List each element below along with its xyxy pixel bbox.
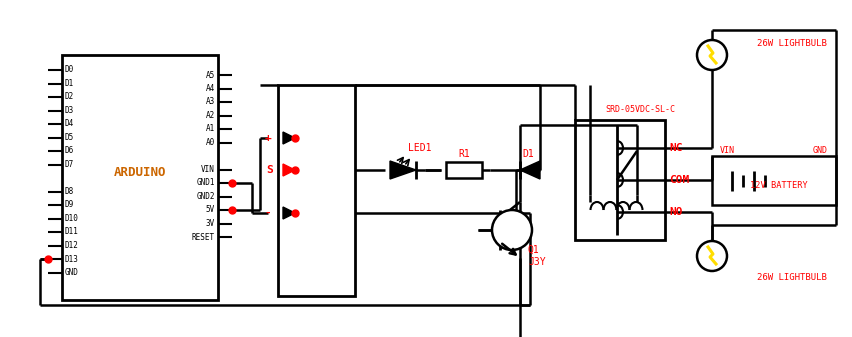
Circle shape <box>696 241 726 271</box>
Bar <box>62 55 218 300</box>
Text: -: - <box>264 208 271 218</box>
Text: D1: D1 <box>521 149 533 159</box>
Text: D9: D9 <box>65 201 74 210</box>
Text: +: + <box>264 133 271 143</box>
Text: A2: A2 <box>205 111 215 120</box>
Text: 5V: 5V <box>205 206 215 214</box>
Text: D12: D12 <box>65 241 78 250</box>
Text: VIN: VIN <box>719 147 734 155</box>
Text: LED1: LED1 <box>407 143 431 153</box>
Text: S: S <box>267 165 273 175</box>
Text: D7: D7 <box>65 160 74 169</box>
Bar <box>711 156 835 205</box>
Text: Q1: Q1 <box>527 245 539 255</box>
Text: SRD-05VDC-SL-C: SRD-05VDC-SL-C <box>604 105 674 115</box>
Text: VIN: VIN <box>201 165 215 174</box>
Text: A3: A3 <box>205 97 215 106</box>
Text: D10: D10 <box>65 214 78 223</box>
Text: D11: D11 <box>65 227 78 237</box>
Text: 26W LIGHTBULB: 26W LIGHTBULB <box>756 38 826 48</box>
Text: ARDUINO: ARDUINO <box>113 166 166 179</box>
Text: GND: GND <box>812 147 827 155</box>
Bar <box>446 162 481 178</box>
Text: 3V: 3V <box>205 219 215 228</box>
Text: R1: R1 <box>458 149 469 159</box>
Bar <box>574 120 665 240</box>
Text: D13: D13 <box>65 254 78 264</box>
Text: D4: D4 <box>65 120 74 128</box>
Text: D0: D0 <box>65 65 74 74</box>
Text: GND1: GND1 <box>196 179 215 187</box>
Polygon shape <box>283 132 295 144</box>
Text: A1: A1 <box>205 124 215 133</box>
Text: D8: D8 <box>65 187 74 196</box>
Text: D1: D1 <box>65 79 74 88</box>
Text: RESET: RESET <box>192 233 215 242</box>
Polygon shape <box>389 161 416 179</box>
Text: NO: NO <box>668 207 682 217</box>
Circle shape <box>492 210 532 250</box>
Circle shape <box>696 40 726 70</box>
Polygon shape <box>283 164 295 176</box>
Polygon shape <box>520 161 539 179</box>
Polygon shape <box>283 207 295 219</box>
Text: A0: A0 <box>205 138 215 147</box>
Text: NC: NC <box>668 143 682 153</box>
Bar <box>278 85 354 296</box>
Text: D6: D6 <box>65 147 74 155</box>
Text: A5: A5 <box>205 70 215 80</box>
Text: 26W LIGHTBULB: 26W LIGHTBULB <box>756 274 826 282</box>
Text: D3: D3 <box>65 106 74 115</box>
Text: D2: D2 <box>65 92 74 101</box>
Text: 12V BATTERY: 12V BATTERY <box>749 181 807 190</box>
Text: GND: GND <box>65 268 78 277</box>
Text: GND2: GND2 <box>196 192 215 201</box>
Text: J3Y: J3Y <box>527 257 545 267</box>
Text: A4: A4 <box>205 84 215 93</box>
Text: D5: D5 <box>65 133 74 142</box>
Text: COM: COM <box>668 175 688 185</box>
